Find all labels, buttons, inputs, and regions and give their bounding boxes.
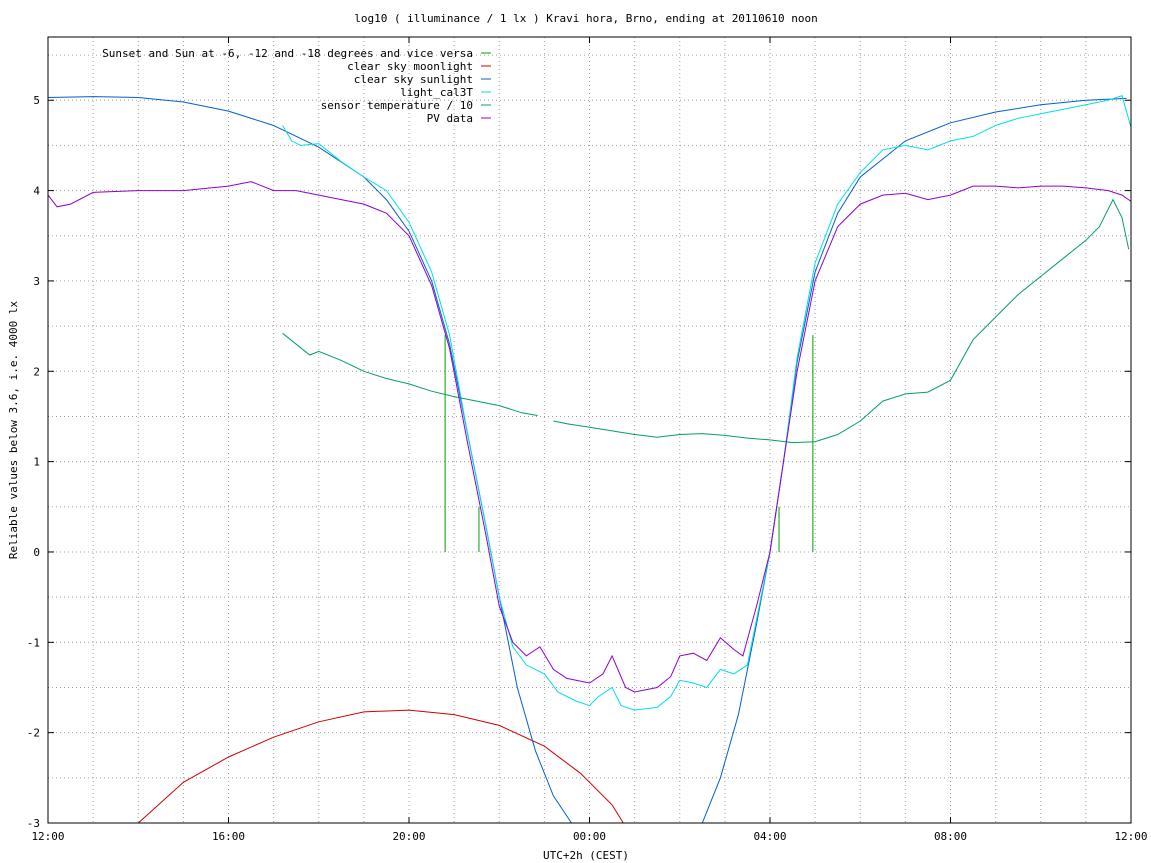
y-tick-label: 4 bbox=[33, 185, 40, 198]
y-tick-label: 0 bbox=[33, 546, 40, 559]
series-line bbox=[282, 198, 1130, 444]
legend-label: clear sky sunlight bbox=[354, 73, 473, 86]
y-tick-label: -3 bbox=[27, 817, 40, 830]
y-tick-label: 2 bbox=[33, 365, 40, 378]
x-tick-label: 08:00 bbox=[934, 830, 967, 843]
y-tick-label: -2 bbox=[27, 727, 40, 740]
y-tick-label: 3 bbox=[33, 275, 40, 288]
y-tick-label: 1 bbox=[33, 456, 40, 469]
grid bbox=[48, 37, 1131, 823]
series-group bbox=[47, 95, 1132, 824]
y-tick-label: -1 bbox=[27, 636, 40, 649]
series-line bbox=[137, 709, 624, 824]
legend-label: sensor temperature / 10 bbox=[321, 99, 473, 112]
y-axis-label: Reliable values below 3.6, i.e. 4000 lx bbox=[7, 300, 20, 559]
x-tick-label: 12:00 bbox=[31, 830, 64, 843]
x-tick-label: 00:00 bbox=[573, 830, 606, 843]
axis-ticks: 12:00 16:00 20:00 00:00 04:00 08:00 12:00-3-2-… bbox=[27, 37, 1148, 843]
legend-label: light_cal3T bbox=[400, 86, 473, 99]
series-line bbox=[47, 96, 1127, 824]
chart-title: log10 ( illuminance / 1 lx ) Kravi hora,… bbox=[354, 12, 818, 25]
legend-label: clear sky moonlight bbox=[347, 60, 473, 73]
x-axis-label: UTC+2h (CEST) bbox=[543, 849, 629, 862]
legend-label: PV data bbox=[427, 112, 473, 125]
x-tick-label: 16:00 bbox=[212, 830, 245, 843]
legend-label: Sunset and Sun at -6, -12 and -18 degree… bbox=[102, 47, 473, 60]
legend: Sunset and Sun at -6, -12 and -18 degree… bbox=[102, 47, 491, 125]
y-tick-label: 5 bbox=[33, 94, 40, 107]
x-tick-label: 12:00 bbox=[1114, 830, 1147, 843]
x-tick-label: 04:00 bbox=[753, 830, 786, 843]
series-line bbox=[47, 181, 1132, 693]
x-tick-label: 20:00 bbox=[392, 830, 425, 843]
series-line bbox=[282, 95, 1132, 711]
